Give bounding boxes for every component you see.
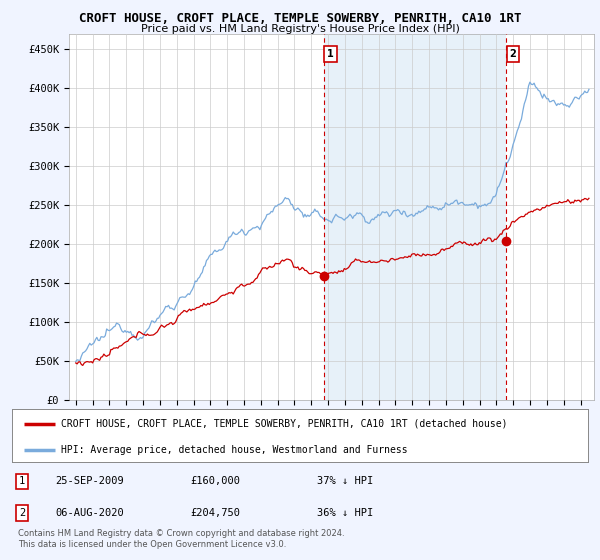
Text: 36% ↓ HPI: 36% ↓ HPI [317,508,374,518]
Text: £204,750: £204,750 [191,508,241,518]
Text: 25-SEP-2009: 25-SEP-2009 [55,476,124,486]
Text: CROFT HOUSE, CROFT PLACE, TEMPLE SOWERBY, PENRITH, CA10 1RT: CROFT HOUSE, CROFT PLACE, TEMPLE SOWERBY… [79,12,521,25]
Text: 1: 1 [19,476,25,486]
Text: HPI: Average price, detached house, Westmorland and Furness: HPI: Average price, detached house, West… [61,445,407,455]
Text: Price paid vs. HM Land Registry's House Price Index (HPI): Price paid vs. HM Land Registry's House … [140,24,460,34]
Text: Contains HM Land Registry data © Crown copyright and database right 2024.
This d: Contains HM Land Registry data © Crown c… [18,529,344,549]
Text: 2: 2 [509,49,517,59]
Text: 06-AUG-2020: 06-AUG-2020 [55,508,124,518]
Text: 2: 2 [19,508,25,518]
Text: 37% ↓ HPI: 37% ↓ HPI [317,476,374,486]
Bar [323,34,506,400]
Text: £160,000: £160,000 [191,476,241,486]
Text: 1: 1 [327,49,334,59]
Text: CROFT HOUSE, CROFT PLACE, TEMPLE SOWERBY, PENRITH, CA10 1RT (detached house): CROFT HOUSE, CROFT PLACE, TEMPLE SOWERBY… [61,419,508,429]
